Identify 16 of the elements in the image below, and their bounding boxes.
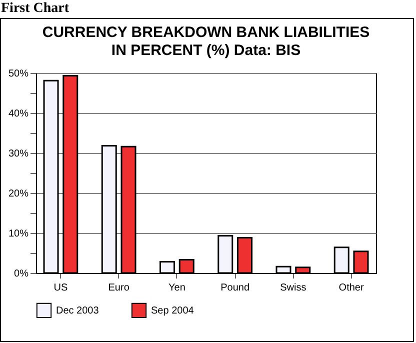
y-tick-label: 40% [8, 108, 29, 120]
y-tick-label: 0% [14, 268, 29, 280]
legend-label: Dec 2003 [56, 305, 100, 316]
y-tick-label: 10% [8, 228, 29, 240]
x-tick-label: Other [338, 282, 364, 294]
x-tick-label: Yen [168, 282, 186, 294]
x-tick-label: US [54, 282, 68, 294]
chart-title: CURRENCY BREAKDOWN BANK LIABILITIES IN PERCENT (%) Data: BIS [42, 24, 370, 59]
x-tick-label: Swiss [280, 282, 306, 294]
y-tick-label: 20% [8, 188, 29, 200]
x-tick-label: Pound [220, 282, 250, 294]
y-tick-label: 30% [8, 148, 29, 160]
y-tick-label: 50% [8, 68, 29, 80]
x-tick-label: Euro [108, 282, 130, 294]
legend-label: Sep 2004 [151, 305, 194, 316]
text: First Chart [0, 0, 70, 18]
